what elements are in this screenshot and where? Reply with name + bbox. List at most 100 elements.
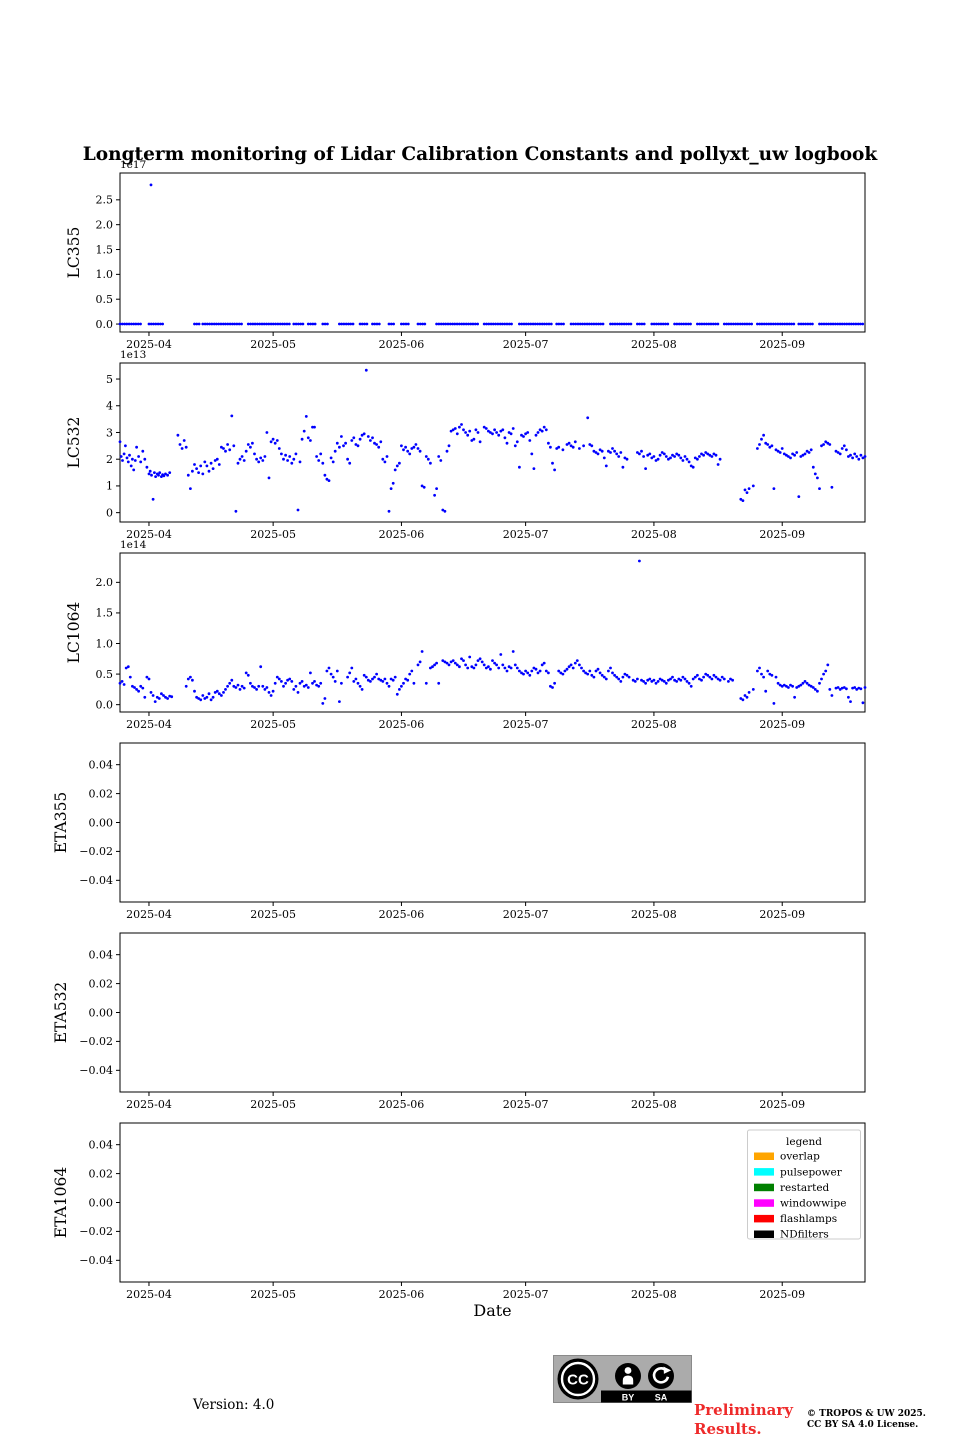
subplot-ETA355: 0.04 0.02 0.00 −0.02 −0.04 2025-04 2025-05 2025… bbox=[52, 742, 866, 921]
legend-entry-label: restarted bbox=[780, 1182, 830, 1194]
x-tick-label: 2025-06 bbox=[379, 1098, 425, 1111]
y-tick-label: 0.02 bbox=[89, 787, 114, 800]
axes-frame-ETA532 bbox=[119, 932, 866, 1093]
date-axis-label: Date bbox=[473, 1301, 512, 1320]
y-tick-label: 4 bbox=[106, 400, 113, 413]
y-tick-label: 2.5 bbox=[96, 194, 114, 207]
cc-badge-band bbox=[601, 1390, 692, 1403]
x-tick-label: 2025-04 bbox=[126, 1098, 172, 1111]
y-tick-label: 0.00 bbox=[89, 1006, 114, 1019]
x-tick-label: 2025-07 bbox=[503, 908, 549, 921]
y-tick-label: 1 bbox=[106, 480, 113, 493]
legend: legend overlap pulsepower restarted windowwi… bbox=[747, 1129, 861, 1241]
x-tick-label: 2025-06 bbox=[379, 338, 425, 351]
flashlamps-swatch bbox=[754, 1214, 774, 1223]
y-tick-label: 1.0 bbox=[96, 637, 114, 650]
legend-entry-restarted: restarted bbox=[754, 1182, 830, 1194]
x-tick-label: 2025-09 bbox=[759, 338, 805, 351]
subplot-LC1064: 0.0 0.5 1.0 1.5 2.0 2025-04 2025-05 2025-06 2025… bbox=[65, 539, 867, 731]
y-axis-label-LC1064: LC1064 bbox=[65, 602, 83, 664]
x-tick-label: 2025-08 bbox=[631, 1288, 677, 1301]
x-tick-label: 2025-09 bbox=[759, 1288, 805, 1301]
legend-entry-label: overlap bbox=[780, 1151, 820, 1163]
y-tick-label: −0.04 bbox=[79, 1064, 113, 1077]
y-axis-label-LC355: LC355 bbox=[65, 227, 83, 279]
y-tick-label: −0.02 bbox=[79, 845, 113, 858]
x-tick-label: 2025-07 bbox=[503, 1288, 549, 1301]
x-tick-label: 2025-06 bbox=[379, 908, 425, 921]
legend-title: legend bbox=[786, 1136, 822, 1148]
y-tick-label: 3 bbox=[106, 426, 113, 439]
y-tick-label: 0.00 bbox=[89, 1196, 114, 1209]
copyright-line2: CC BY SA 4.0 License. bbox=[807, 1420, 919, 1430]
x-tick-label: 2025-09 bbox=[759, 718, 805, 731]
x-tick-label: 2025-07 bbox=[503, 1098, 549, 1111]
copyright-text: © TROPOS & UW 2025. CC BY SA 4.0 License… bbox=[807, 1409, 926, 1431]
axis-offset-text: 1e17 bbox=[120, 159, 146, 171]
cc-sa-label: SA bbox=[655, 1392, 668, 1402]
x-tick-label: 2025-07 bbox=[503, 528, 549, 541]
x-tick-label: 2025-07 bbox=[503, 718, 549, 731]
axes-frame-LC532 bbox=[119, 362, 866, 523]
axes-frame-LC355 bbox=[119, 172, 866, 333]
x-tick-label: 2025-05 bbox=[250, 718, 296, 731]
x-tick-label: 2025-04 bbox=[126, 528, 172, 541]
y-tick-label: 5 bbox=[106, 373, 113, 386]
scatter-points-LC532 bbox=[118, 368, 867, 513]
x-tick-label: 2025-08 bbox=[631, 528, 677, 541]
x-tick-label: 2025-09 bbox=[759, 908, 805, 921]
y-tick-label: 2 bbox=[106, 453, 113, 466]
y-tick-label: 0.02 bbox=[89, 1167, 114, 1180]
y-tick-label: 0.0 bbox=[96, 318, 114, 331]
x-tick-label: 2025-06 bbox=[379, 528, 425, 541]
y-tick-label: 2.0 bbox=[96, 218, 114, 231]
legend-entry-windowwipe: windowwipe bbox=[754, 1198, 846, 1210]
pulsepower-swatch bbox=[754, 1168, 774, 1176]
y-tick-label: 2.0 bbox=[96, 576, 114, 589]
x-tick-label: 2025-09 bbox=[759, 528, 805, 541]
subplot-ETA532: 0.04 0.02 0.00 −0.02 −0.04 2025-04 2025-05 2025… bbox=[52, 932, 866, 1111]
subplot-LC355: 0.0 0.5 1.0 1.5 2.0 2.5 2025-04 2025-05 2025-06 2… bbox=[65, 159, 866, 351]
y-axis-label-ETA532: ETA532 bbox=[52, 982, 70, 1044]
y-tick-label: −0.04 bbox=[79, 874, 113, 887]
overlap-swatch bbox=[754, 1152, 774, 1160]
x-tick-label: 2025-08 bbox=[631, 908, 677, 921]
legend-entry-label: NDfilters bbox=[780, 1229, 829, 1241]
x-tick-label: 2025-05 bbox=[250, 1288, 296, 1301]
x-tick-label: 2025-05 bbox=[250, 528, 296, 541]
y-tick-label: 0.00 bbox=[89, 816, 114, 829]
y-tick-label: 0.5 bbox=[96, 293, 114, 306]
y-tick-label: 1.5 bbox=[96, 243, 114, 256]
copyright-line1: © TROPOS & UW 2025. bbox=[807, 1409, 926, 1419]
subplot-LC532: 0 1 2 3 4 5 2025-04 2025-05 2025-06 2025-07 2025-0… bbox=[65, 349, 867, 541]
legend-entry-overlap: overlap bbox=[754, 1151, 820, 1163]
svg-text:CC: CC bbox=[567, 1372, 589, 1389]
y-tick-label: 0.0 bbox=[96, 698, 114, 711]
y-tick-label: 1.5 bbox=[96, 607, 114, 620]
legend-entry-label: windowwipe bbox=[780, 1198, 846, 1210]
figure-title: Longterm monitoring of Lidar Calibration… bbox=[82, 144, 878, 165]
scatter-points-LC1064 bbox=[118, 559, 867, 705]
scatter-points-LC355 bbox=[118, 183, 865, 326]
legend-entry-label: flashlamps bbox=[780, 1213, 837, 1225]
y-tick-label: −0.02 bbox=[79, 1035, 113, 1048]
axes-frame-LC1064 bbox=[119, 552, 866, 713]
x-tick-label: 2025-06 bbox=[379, 1288, 425, 1301]
y-tick-label: 0 bbox=[106, 506, 113, 519]
y-tick-label: 0.5 bbox=[96, 668, 114, 681]
y-tick-label: −0.02 bbox=[79, 1225, 113, 1238]
preliminary-line2: Results. bbox=[694, 1419, 762, 1438]
x-tick-label: 2025-08 bbox=[631, 338, 677, 351]
x-tick-label: 2025-05 bbox=[250, 908, 296, 921]
x-tick-label: 2025-07 bbox=[503, 338, 549, 351]
y-axis-label-LC532: LC532 bbox=[65, 417, 83, 469]
subplot-ETA1064: 0.04 0.02 0.00 −0.02 −0.04 2025-04 2025-05 2025… bbox=[52, 1122, 866, 1301]
legend-entry-pulsepower: pulsepower bbox=[754, 1166, 843, 1178]
y-tick-label: 1.0 bbox=[96, 268, 114, 281]
legend-entry-NDfilters: NDfilters bbox=[754, 1229, 829, 1241]
y-tick-label: 0.04 bbox=[89, 948, 114, 961]
y-axis-label-ETA1064: ETA1064 bbox=[52, 1167, 70, 1239]
NDfilters-swatch bbox=[754, 1230, 774, 1238]
